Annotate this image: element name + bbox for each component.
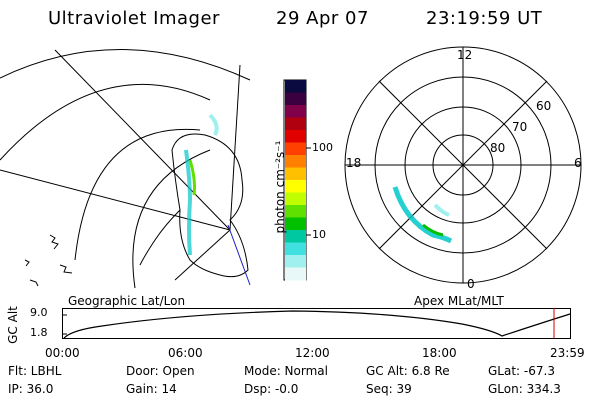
meridian-3 — [229, 64, 241, 231]
colorbar-tick-label-100: 100 — [312, 141, 333, 154]
time-label: 23:19:59 UT — [426, 8, 543, 29]
colorbar-stripe — [285, 255, 306, 268]
polar-diag-2 — [378, 80, 548, 250]
mlt-label-0: 0 — [467, 277, 475, 291]
status-ip: IP: 36.0 — [8, 382, 54, 396]
altitude-ylabel: GC Alt — [6, 306, 20, 344]
status-glat: GLat: -67.3 — [488, 364, 555, 378]
lat-arc-4 — [132, 149, 211, 289]
aurora-geo — [184, 149, 193, 256]
peninsula — [139, 209, 181, 266]
colorbar — [283, 79, 311, 281]
instrument-title: Ultraviolet Imager — [48, 8, 220, 29]
colorbar-stripe — [285, 130, 306, 143]
status-dsp: Dsp: -0.0 — [244, 382, 299, 396]
mlt-label-6: 6 — [574, 156, 582, 170]
altitude-xtick-0600: 06:00 — [168, 346, 203, 360]
polar-map-label: Apex MLat/MLT — [414, 294, 504, 308]
altitude-xtick-1800: 18:00 — [422, 346, 457, 360]
colorbar-unit-label: photon cm⁻²s⁻¹ — [273, 140, 287, 234]
mlt-label-18: 18 — [346, 156, 362, 170]
meridian-1 — [0, 169, 231, 231]
status-door: Door: Open — [126, 364, 195, 378]
aurora-polar — [392, 186, 453, 244]
geo-map-label: Geographic Lat/Lon — [68, 294, 186, 308]
colorbar-stripe — [285, 80, 306, 93]
colorbar-stripe — [285, 117, 306, 131]
status-gain: Gain: 14 — [126, 382, 177, 396]
altitude-xtick-1200: 12:00 — [295, 346, 330, 360]
colorbar-stripe — [285, 217, 306, 231]
altitude-xtick-2359: 23:59 — [550, 346, 585, 360]
aurora-geo-core — [188, 159, 196, 196]
colorbar-stripe — [285, 180, 306, 193]
colorbar-stripe — [285, 192, 306, 206]
polar-map — [344, 46, 582, 284]
meridian-4 — [174, 229, 231, 281]
status-glon: GLon: 334.3 — [488, 382, 561, 396]
status-mode: Mode: Normal — [244, 364, 328, 378]
lat-label-60: 60 — [536, 99, 552, 113]
colorbar-stripe — [285, 92, 306, 106]
coastline — [171, 133, 249, 278]
altitude-ytick-9: 9.0 — [30, 306, 48, 319]
lat-arc-3 — [74, 128, 201, 261]
altitude-plot — [62, 308, 571, 339]
status-gcalt: GC Alt: 6.8 Re — [366, 364, 450, 378]
trajectory — [227, 224, 251, 286]
status-flt: Flt: LBHL — [8, 364, 62, 378]
colorbar-stripe — [285, 142, 306, 156]
lat-arc-outer — [0, 49, 251, 81]
colorbar-stripe — [285, 242, 306, 256]
lat-label-80: 80 — [490, 141, 506, 155]
meridian-2 — [54, 49, 231, 231]
lat-arc-2 — [0, 83, 211, 161]
lat-label-70: 70 — [512, 120, 528, 134]
geographic-map — [0, 49, 251, 289]
aurora-polar-core — [422, 223, 444, 237]
status-seq: Seq: 39 — [366, 382, 412, 396]
islands — [24, 234, 73, 287]
altitude-ytick-1-8: 1.8 — [30, 326, 48, 339]
colorbar-stripe — [285, 155, 306, 168]
colorbar-tick-label-10: 10 — [312, 228, 326, 241]
altitude-curve — [63, 310, 571, 339]
date-label: 29 Apr 07 — [276, 8, 369, 29]
colorbar-stripe — [285, 267, 306, 281]
colorbar-stripe — [285, 230, 306, 243]
altitude-xtick-0000: 00:00 — [45, 346, 80, 360]
aurora-geo-faint — [208, 113, 219, 136]
mlt-label-12: 12 — [457, 48, 473, 62]
aurora-polar-faint — [433, 203, 450, 217]
colorbar-stripe — [285, 167, 306, 181]
colorbar-stripe — [285, 205, 306, 218]
colorbar-stripe — [285, 105, 306, 118]
